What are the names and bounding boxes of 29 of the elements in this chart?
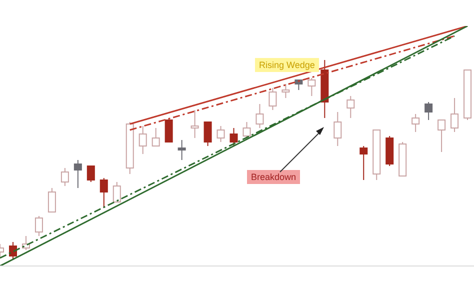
candlestick: [112, 182, 121, 202]
candlestick: [334, 112, 342, 146]
candlestick: [164, 120, 173, 142]
candlestick: [86, 166, 95, 182]
candlestick: [438, 120, 446, 152]
candlestick: [282, 84, 290, 98]
candlestick: [48, 188, 56, 212]
candlestick: [100, 178, 108, 208]
candlestick: [412, 114, 420, 132]
candlestick: [216, 126, 225, 142]
candlestick: [268, 88, 277, 110]
candlestick: [308, 78, 316, 96]
annotation: Breakdown: [247, 170, 300, 184]
annotation: Rising Wedge: [255, 58, 319, 72]
candlestick: [138, 126, 147, 154]
candlestick: [256, 104, 264, 128]
candlestick: [8, 242, 17, 260]
candlestick: [360, 146, 368, 180]
candlestick: [346, 96, 355, 118]
candlestick: [60, 168, 69, 186]
candlestick: [424, 102, 433, 120]
candlestick: [74, 160, 82, 188]
candlestick: [450, 98, 459, 132]
candlestick: [190, 110, 199, 138]
candlestick: [204, 122, 212, 146]
candlestick: [34, 216, 43, 236]
candlestick: [230, 128, 238, 146]
candlestick: [178, 140, 186, 160]
candlestick: [152, 128, 160, 146]
